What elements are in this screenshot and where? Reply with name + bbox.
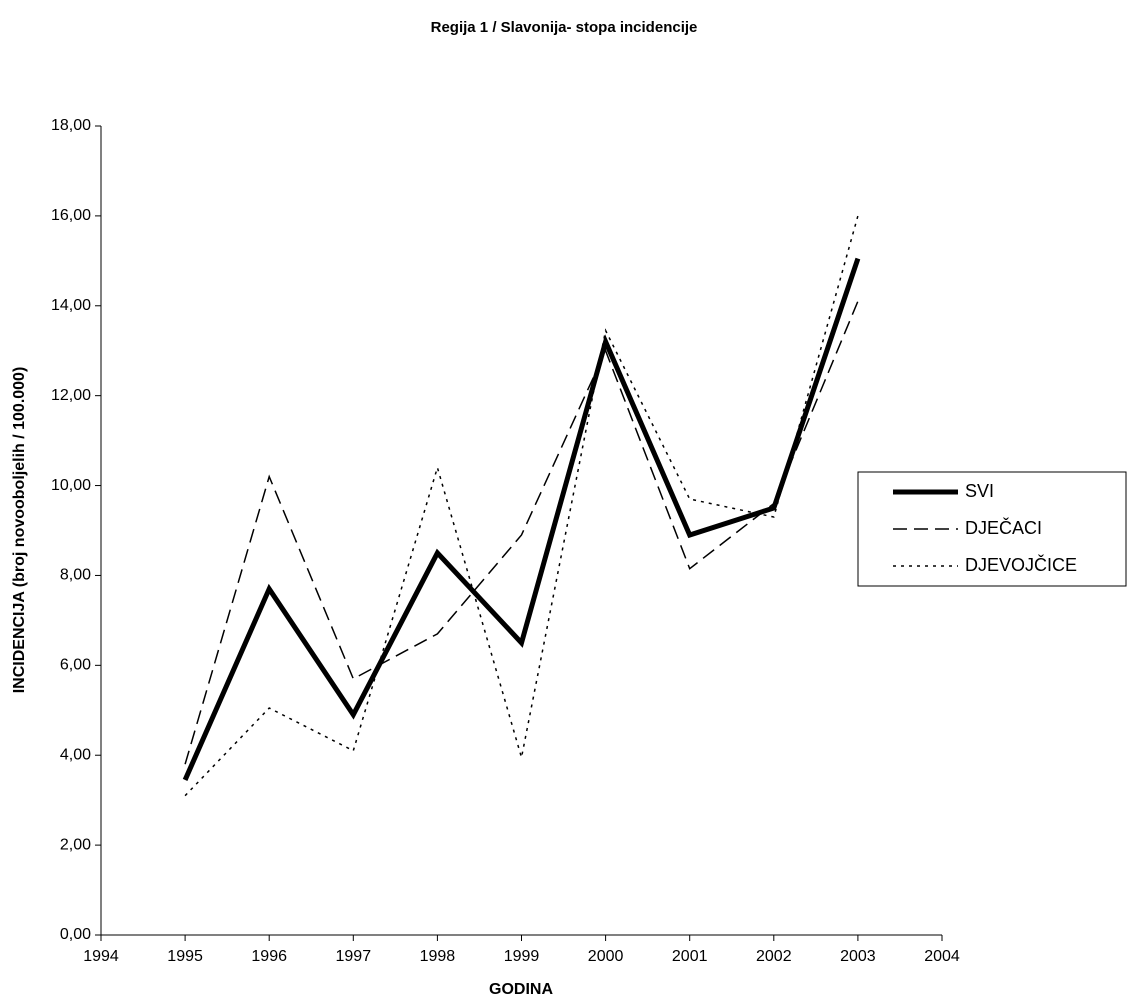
legend-label: DJEČACI	[965, 517, 1042, 538]
legend-label: DJEVOJČICE	[965, 554, 1077, 575]
y-tick-label: 8,00	[60, 567, 91, 584]
x-tick-label: 2000	[588, 948, 624, 965]
y-tick-label: 0,00	[60, 926, 91, 943]
y-tick-label: 6,00	[60, 657, 91, 674]
y-axis-label: INCIDENCIJA (broj novooboljelih / 100.00…	[11, 367, 28, 694]
x-tick-label: 2001	[672, 948, 708, 965]
series-line	[184, 215, 859, 797]
x-tick-label: 1998	[420, 948, 456, 965]
x-tick-label: 1995	[167, 948, 203, 965]
y-tick-label: 2,00	[60, 836, 91, 853]
legend-label: SVI	[965, 481, 994, 501]
y-tick-label: 4,00	[60, 746, 91, 763]
y-tick-label: 16,00	[51, 207, 91, 224]
x-tick-label: 2003	[840, 948, 876, 965]
x-tick-label: 1997	[336, 948, 372, 965]
x-tick-label: 2002	[756, 948, 792, 965]
chart-title: Regija 1 / Slavonija- stopa incidencije	[431, 19, 698, 36]
x-tick-label: 1996	[251, 948, 287, 965]
x-tick-label: 2004	[924, 948, 960, 965]
x-tick-label: 1994	[83, 948, 119, 965]
y-tick-label: 14,00	[51, 297, 91, 314]
x-axis-label: GODINA	[489, 981, 553, 998]
y-tick-label: 10,00	[51, 477, 91, 494]
x-tick-label: 1999	[504, 948, 540, 965]
y-tick-label: 18,00	[51, 117, 91, 134]
y-tick-label: 12,00	[51, 387, 91, 404]
series-line	[182, 257, 861, 781]
series-line	[184, 300, 859, 765]
